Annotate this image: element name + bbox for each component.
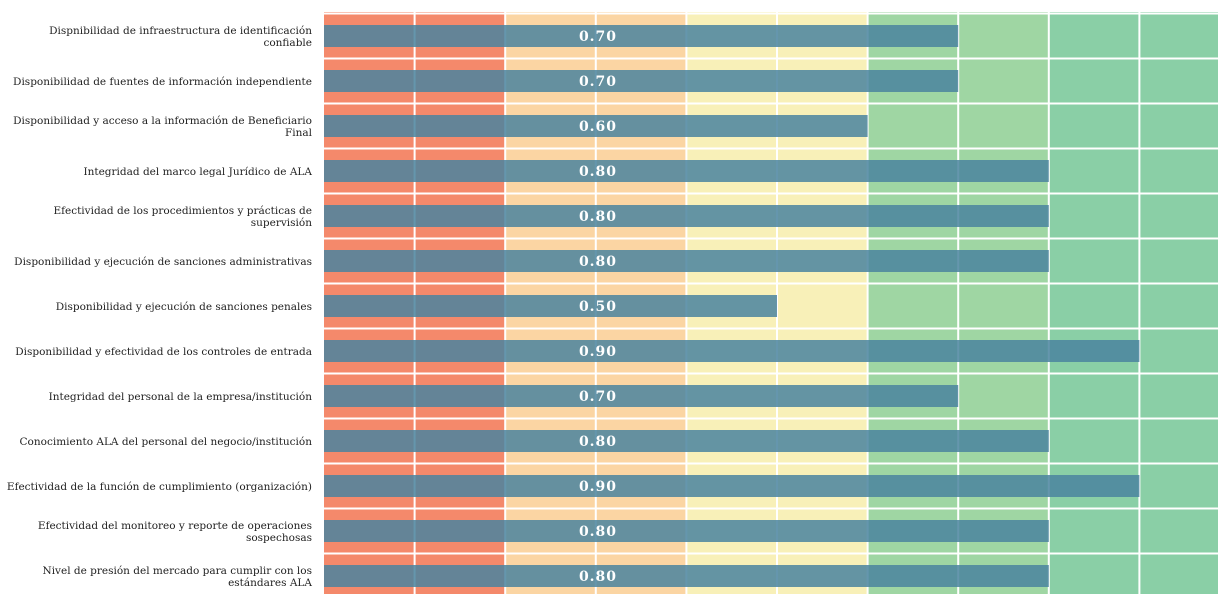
- category-label-4: Efectividad de los procedimientos y prác…: [53, 205, 312, 229]
- category-label-line: Conocimiento ALA del personal del negoci…: [20, 436, 313, 448]
- category-label-12: Nivel de presión del mercado para cumpli…: [43, 565, 313, 589]
- bar-12: [324, 565, 1049, 587]
- category-label-line: Integridad del personal de la empresa/in…: [49, 391, 313, 403]
- category-label-5: Disponibilidad y ejecución de sanciones …: [14, 256, 312, 268]
- bar-1: [324, 70, 959, 92]
- value-label-11: 0.80: [579, 524, 617, 540]
- category-label-8: Integridad del personal de la empresa/in…: [49, 391, 313, 403]
- category-label-3: Integridad del marco legal Jurídico de A…: [83, 166, 312, 178]
- category-label-line: Dispnibilidad de infraestructura de iden…: [49, 25, 312, 37]
- category-label-9: Conocimiento ALA del personal del negoci…: [20, 436, 313, 448]
- category-label-line: Disponibilidad de fuentes de información…: [13, 76, 312, 88]
- category-label-line: Integridad del marco legal Jurídico de A…: [83, 166, 312, 178]
- category-label-line: confiable: [263, 37, 312, 49]
- value-label-0: 0.70: [579, 29, 617, 45]
- bar-8: [324, 385, 959, 407]
- bar-4: [324, 205, 1049, 227]
- category-label-2: Disponibilidad y acceso a la información…: [13, 115, 313, 139]
- category-labels: Dispnibilidad de infraestructura de iden…: [7, 25, 313, 589]
- category-label-line: Efectividad de la función de cumplimient…: [7, 481, 312, 493]
- value-label-10: 0.90: [579, 479, 617, 495]
- value-label-6: 0.50: [579, 299, 617, 315]
- bar-2: [324, 115, 868, 137]
- value-label-9: 0.80: [579, 434, 617, 450]
- category-label-11: Efectividad del monitoreo y reporte de o…: [38, 520, 312, 544]
- value-label-12: 0.80: [579, 569, 617, 585]
- category-label-line: Final: [285, 127, 313, 139]
- category-label-line: Efectividad del monitoreo y reporte de o…: [38, 520, 312, 532]
- bar-11: [324, 520, 1049, 542]
- category-label-line: Disponibilidad y acceso a la información…: [13, 115, 312, 127]
- category-label-line: Efectividad de los procedimientos y prác…: [53, 205, 312, 217]
- bar-6: [324, 295, 777, 317]
- category-label-0: Dispnibilidad de infraestructura de iden…: [49, 25, 312, 49]
- category-label-line: estándares ALA: [228, 577, 312, 589]
- bars: [324, 25, 1140, 587]
- bar-0: [324, 25, 959, 47]
- bar-7: [324, 340, 1140, 362]
- category-label-7: Disponibilidad y efectividad de los cont…: [15, 346, 312, 358]
- band-4: [1048, 12, 1218, 594]
- category-label-line: Disponibilidad y ejecución de sanciones …: [56, 301, 312, 313]
- value-label-7: 0.90: [579, 344, 617, 360]
- category-label-1: Disponibilidad de fuentes de información…: [13, 76, 312, 88]
- category-label-line: Disponibilidad y ejecución de sanciones …: [14, 256, 312, 268]
- value-label-4: 0.80: [579, 209, 617, 225]
- value-label-3: 0.80: [579, 164, 617, 180]
- category-label-line: sospechosas: [246, 532, 312, 544]
- bar-3: [324, 160, 1049, 182]
- value-label-2: 0.60: [579, 119, 617, 135]
- category-label-6: Disponibilidad y ejecución de sanciones …: [56, 301, 312, 313]
- bar-5: [324, 250, 1049, 272]
- value-labels: 0.70 0.70 0.60 0.80 0.80 0.80 0.50 0.90 0.70 0.80…: [579, 29, 617, 585]
- value-label-5: 0.80: [579, 254, 617, 270]
- bar-10: [324, 475, 1140, 497]
- value-label-1: 0.70: [579, 74, 617, 90]
- category-label-line: Disponibilidad y efectividad de los cont…: [15, 346, 312, 358]
- category-label-line: Nivel de presión del mercado para cumpli…: [43, 565, 313, 577]
- category-label-line: supervisión: [251, 217, 312, 229]
- bar-9: [324, 430, 1049, 452]
- value-label-8: 0.70: [579, 389, 617, 405]
- category-label-10: Efectividad de la función de cumplimient…: [7, 481, 312, 493]
